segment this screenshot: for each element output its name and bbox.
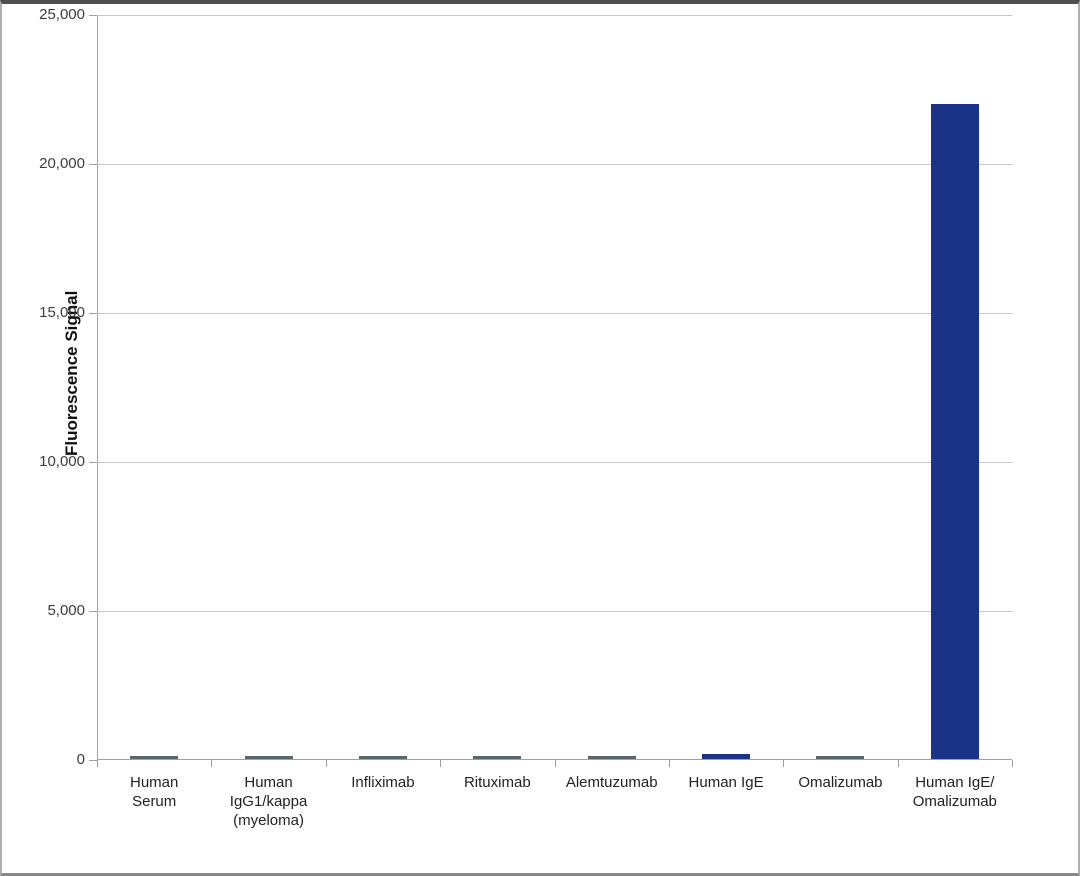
y-tick-label: 25,000 [39, 6, 85, 23]
x-label-human-igg1-kappa-myeloma-: Human IgG1/kappa (myeloma) [229, 774, 308, 829]
y-tick-mark [89, 760, 97, 761]
gridline-25000 [97, 15, 1012, 16]
gridline-15000 [97, 313, 1012, 314]
y-tick-label: 10,000 [39, 453, 85, 470]
bar-alemtuzumab [587, 755, 636, 760]
bar-human-igg1-kappa-myeloma- [244, 755, 293, 760]
x-tick-mark [1012, 760, 1013, 767]
y-tick-mark [89, 15, 97, 16]
gridline-5000 [97, 611, 1012, 612]
x-tick-mark [211, 760, 213, 767]
y-axis-title: Fluorescence Signal [62, 290, 81, 456]
y-axis-line [97, 15, 98, 767]
bar-human-ige-omalizumab [930, 104, 979, 760]
plot-area [89, 15, 1013, 767]
y-tick-label: 5,000 [47, 602, 85, 619]
y-tick-mark [89, 462, 97, 463]
bar-omalizumab [816, 755, 865, 760]
x-label-rituximab: Rituximab [463, 774, 531, 791]
x-axis-line [97, 759, 1012, 760]
x-label-human-serum: Human Serum [130, 774, 179, 810]
x-tick-mark [554, 760, 556, 767]
x-tick-mark [325, 760, 327, 767]
bar-human-serum [130, 755, 179, 760]
bar-infliximab [358, 755, 407, 760]
bar-human-ige [702, 754, 751, 760]
x-label-omalizumab: Omalizumab [798, 774, 883, 791]
x-tick-mark [668, 760, 670, 767]
x-tick-mark [897, 760, 899, 767]
x-label-human-ige-omalizumab: Human IgE/ Omalizumab [912, 774, 997, 810]
x-label-human-ige: Human IgE [688, 774, 764, 791]
x-tick-mark [783, 760, 785, 767]
x-tick-mark [440, 760, 442, 767]
x-label-infliximab: Infliximab [351, 774, 415, 791]
y-tick-label: 15,000 [39, 304, 85, 321]
y-tick-mark [89, 611, 97, 612]
y-tick-label: 20,000 [39, 155, 85, 172]
y-tick-label: 0 [76, 751, 85, 768]
gridline-10000 [97, 462, 1012, 463]
y-tick-mark [89, 164, 97, 165]
x-tick-mark [97, 760, 98, 767]
bar-rituximab [473, 755, 522, 760]
y-tick-mark [89, 313, 97, 314]
x-label-alemtuzumab: Alemtuzumab [565, 774, 658, 791]
gridline-20000 [97, 164, 1012, 165]
